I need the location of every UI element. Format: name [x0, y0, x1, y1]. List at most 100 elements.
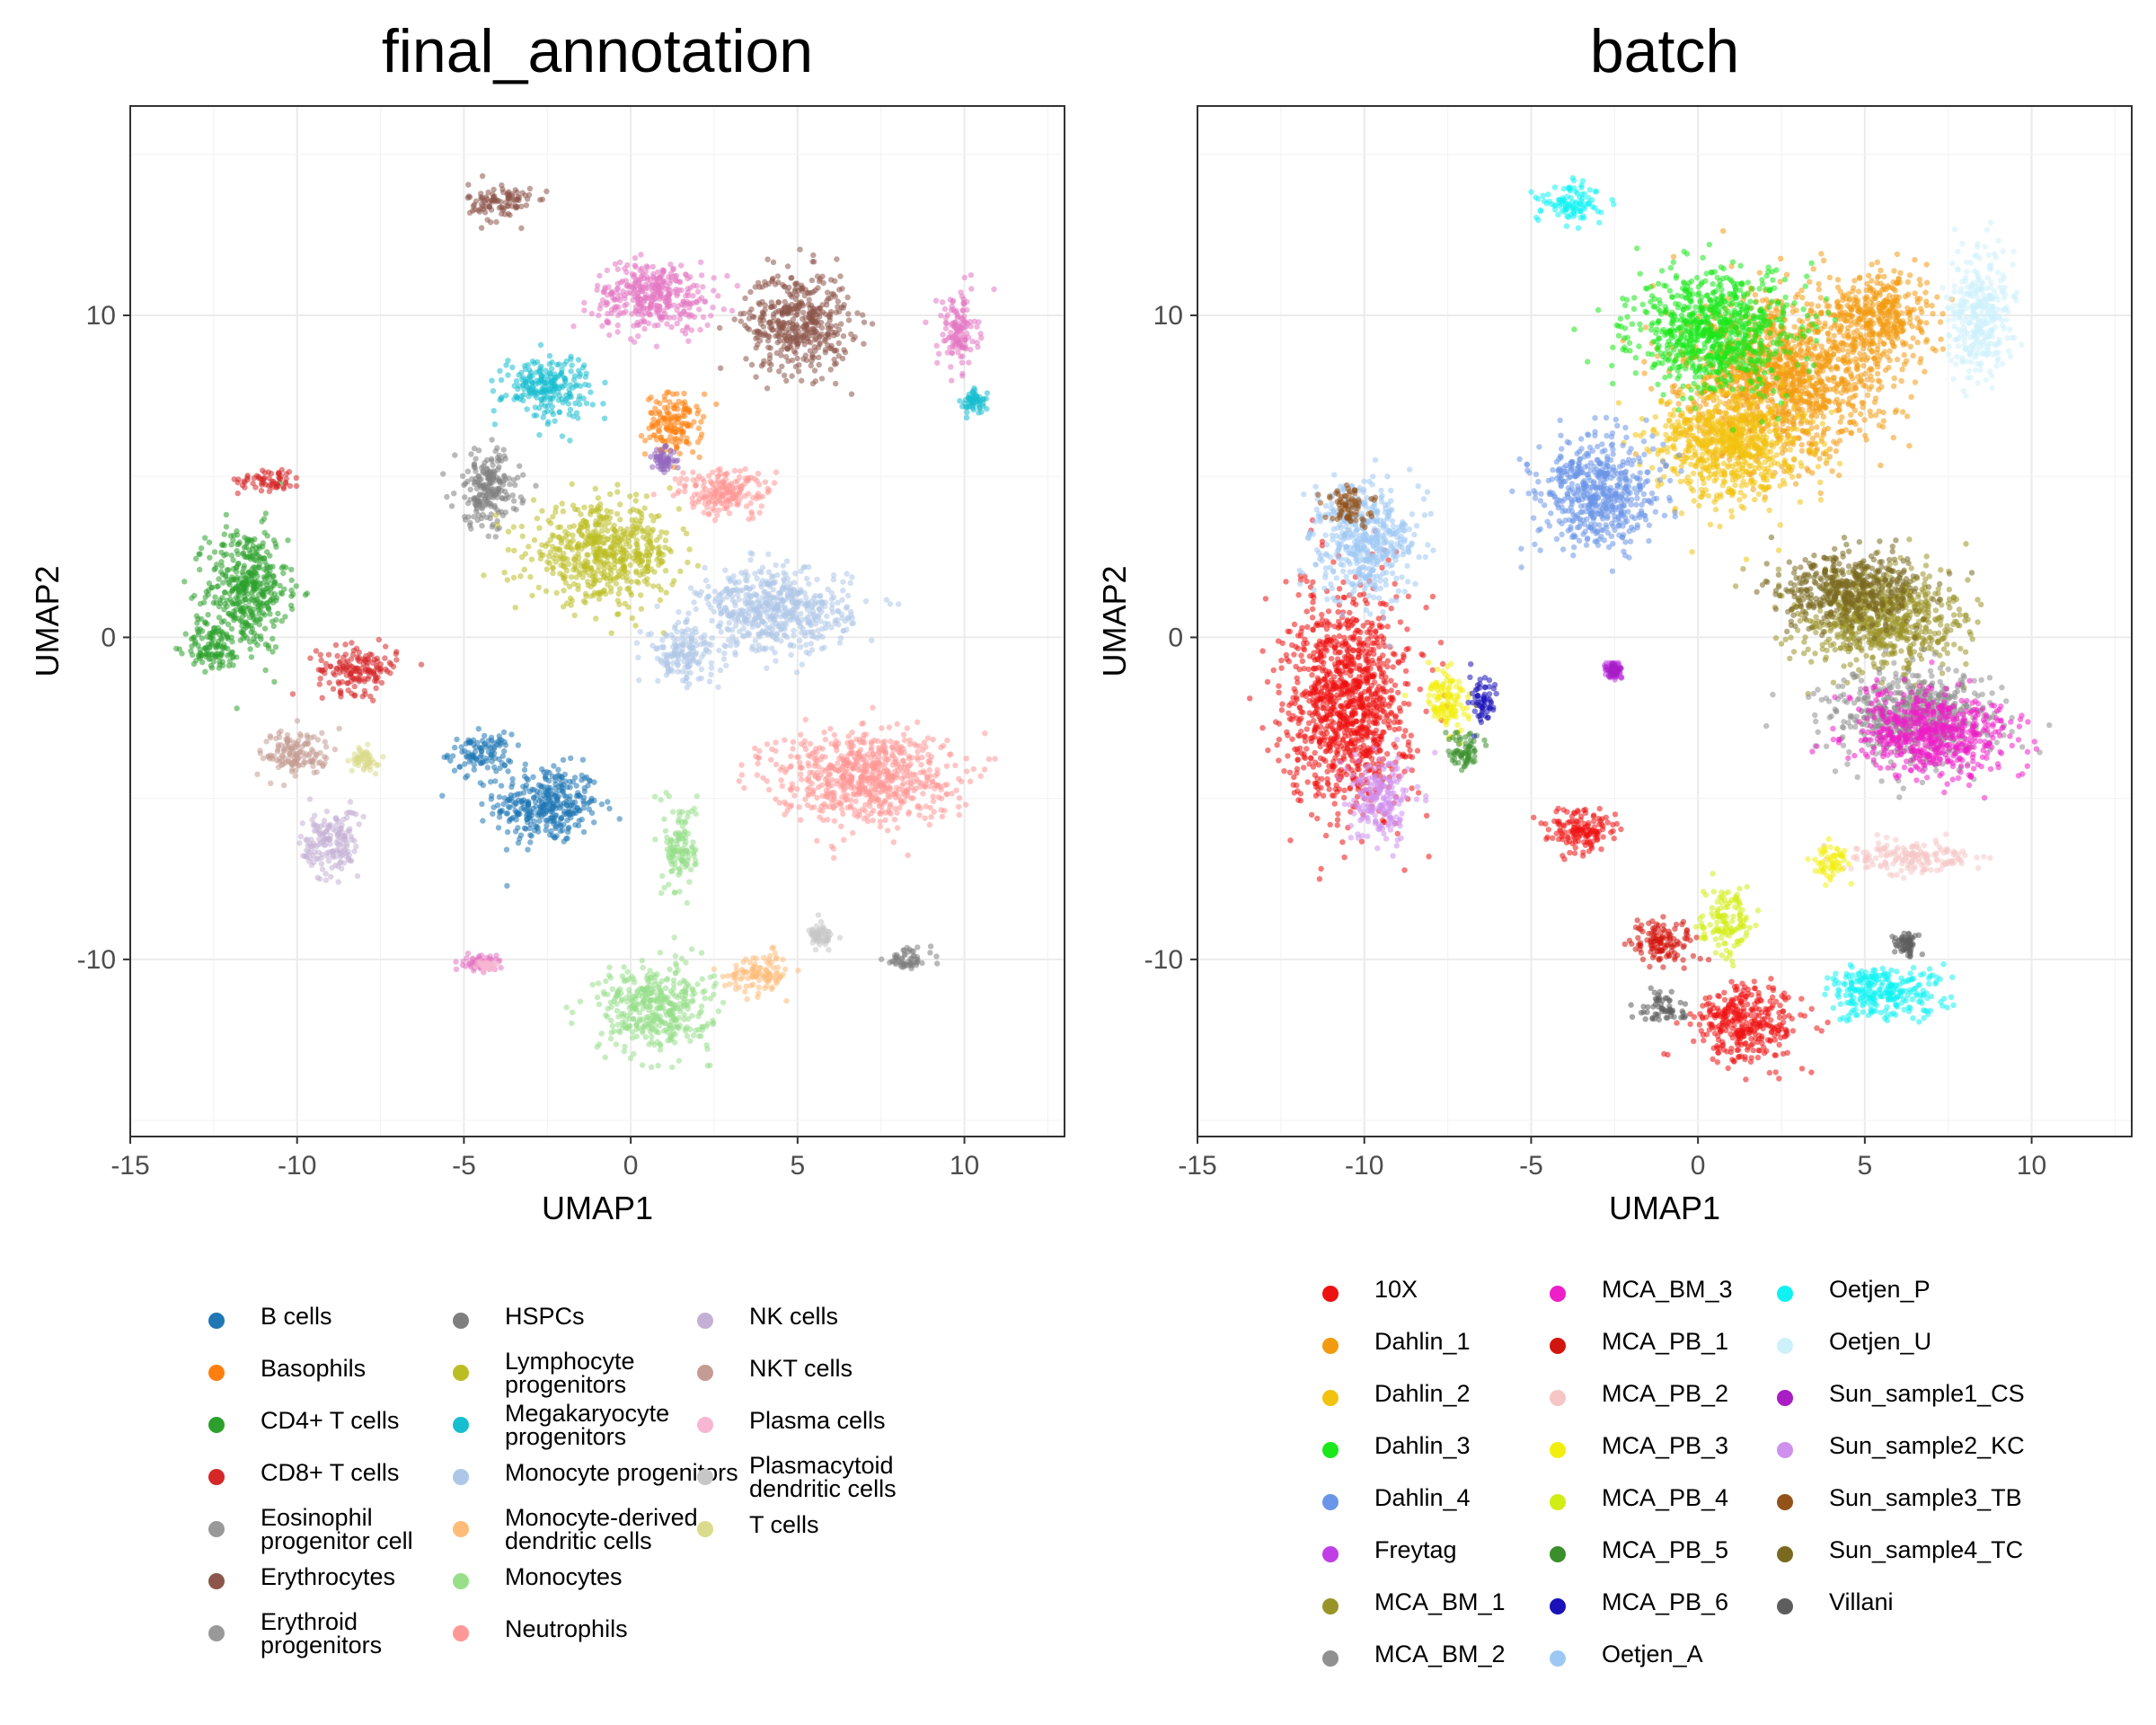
point [839, 286, 845, 292]
point [593, 539, 600, 545]
point [685, 626, 691, 632]
point [800, 324, 807, 331]
point [883, 597, 890, 603]
point [960, 344, 967, 350]
point [958, 323, 965, 329]
point [815, 344, 822, 350]
point [799, 315, 806, 323]
point [484, 456, 490, 464]
point [558, 383, 564, 389]
point [984, 390, 991, 396]
point [650, 416, 657, 422]
point [655, 583, 662, 589]
point [576, 554, 582, 561]
point [507, 212, 513, 218]
point [663, 672, 670, 678]
point [241, 565, 247, 571]
point [676, 656, 682, 662]
point [792, 363, 800, 370]
point [835, 298, 842, 305]
point [637, 629, 643, 635]
point [651, 569, 658, 575]
point [543, 388, 549, 394]
point [688, 946, 695, 952]
point [218, 559, 225, 565]
point [940, 332, 946, 338]
point [708, 659, 714, 667]
point [293, 482, 300, 490]
point [623, 269, 630, 276]
point [536, 818, 543, 824]
point [211, 549, 218, 555]
point [561, 576, 567, 582]
point [226, 590, 233, 597]
point [942, 325, 950, 332]
point [567, 595, 574, 602]
point [222, 601, 228, 607]
point [764, 665, 770, 671]
point [459, 473, 466, 480]
points-final-annotation [173, 172, 998, 1071]
point [216, 661, 223, 668]
point [194, 620, 200, 626]
point [648, 1064, 655, 1071]
point [488, 503, 494, 509]
point [738, 976, 744, 983]
point [657, 950, 664, 956]
point [333, 666, 340, 672]
point [543, 367, 549, 374]
point [256, 621, 262, 628]
point [277, 475, 283, 482]
point [662, 827, 669, 835]
point [525, 801, 531, 809]
point [543, 822, 550, 829]
point [462, 513, 468, 520]
point [661, 816, 667, 822]
point [761, 358, 767, 364]
point [634, 319, 641, 326]
point [644, 264, 651, 270]
point [664, 389, 670, 396]
point [282, 614, 288, 620]
point [698, 1003, 705, 1010]
point [319, 694, 325, 701]
point [778, 347, 784, 353]
point [345, 687, 351, 694]
point [968, 346, 974, 353]
point [764, 256, 771, 262]
point [969, 399, 976, 405]
point [255, 564, 261, 571]
point [695, 425, 702, 431]
point [942, 337, 950, 344]
point [643, 493, 649, 500]
point [600, 401, 606, 407]
point [631, 1050, 637, 1057]
point [729, 627, 736, 633]
point [685, 857, 691, 863]
point [732, 602, 738, 609]
point [687, 585, 694, 591]
point [686, 408, 693, 414]
point [565, 544, 571, 550]
point [759, 594, 765, 601]
point [844, 592, 852, 599]
point [694, 411, 701, 417]
point [631, 1002, 637, 1009]
point [611, 527, 618, 534]
point [570, 779, 576, 785]
point [662, 298, 668, 305]
point [208, 584, 216, 590]
point [521, 566, 527, 573]
point [696, 592, 702, 598]
point [687, 866, 694, 873]
point [285, 537, 291, 544]
point [637, 296, 644, 303]
point [673, 962, 680, 969]
point [612, 296, 618, 303]
point [798, 597, 804, 604]
point [656, 981, 663, 987]
point [275, 482, 282, 490]
point [695, 1013, 702, 1020]
point [943, 320, 950, 327]
point [223, 511, 230, 518]
